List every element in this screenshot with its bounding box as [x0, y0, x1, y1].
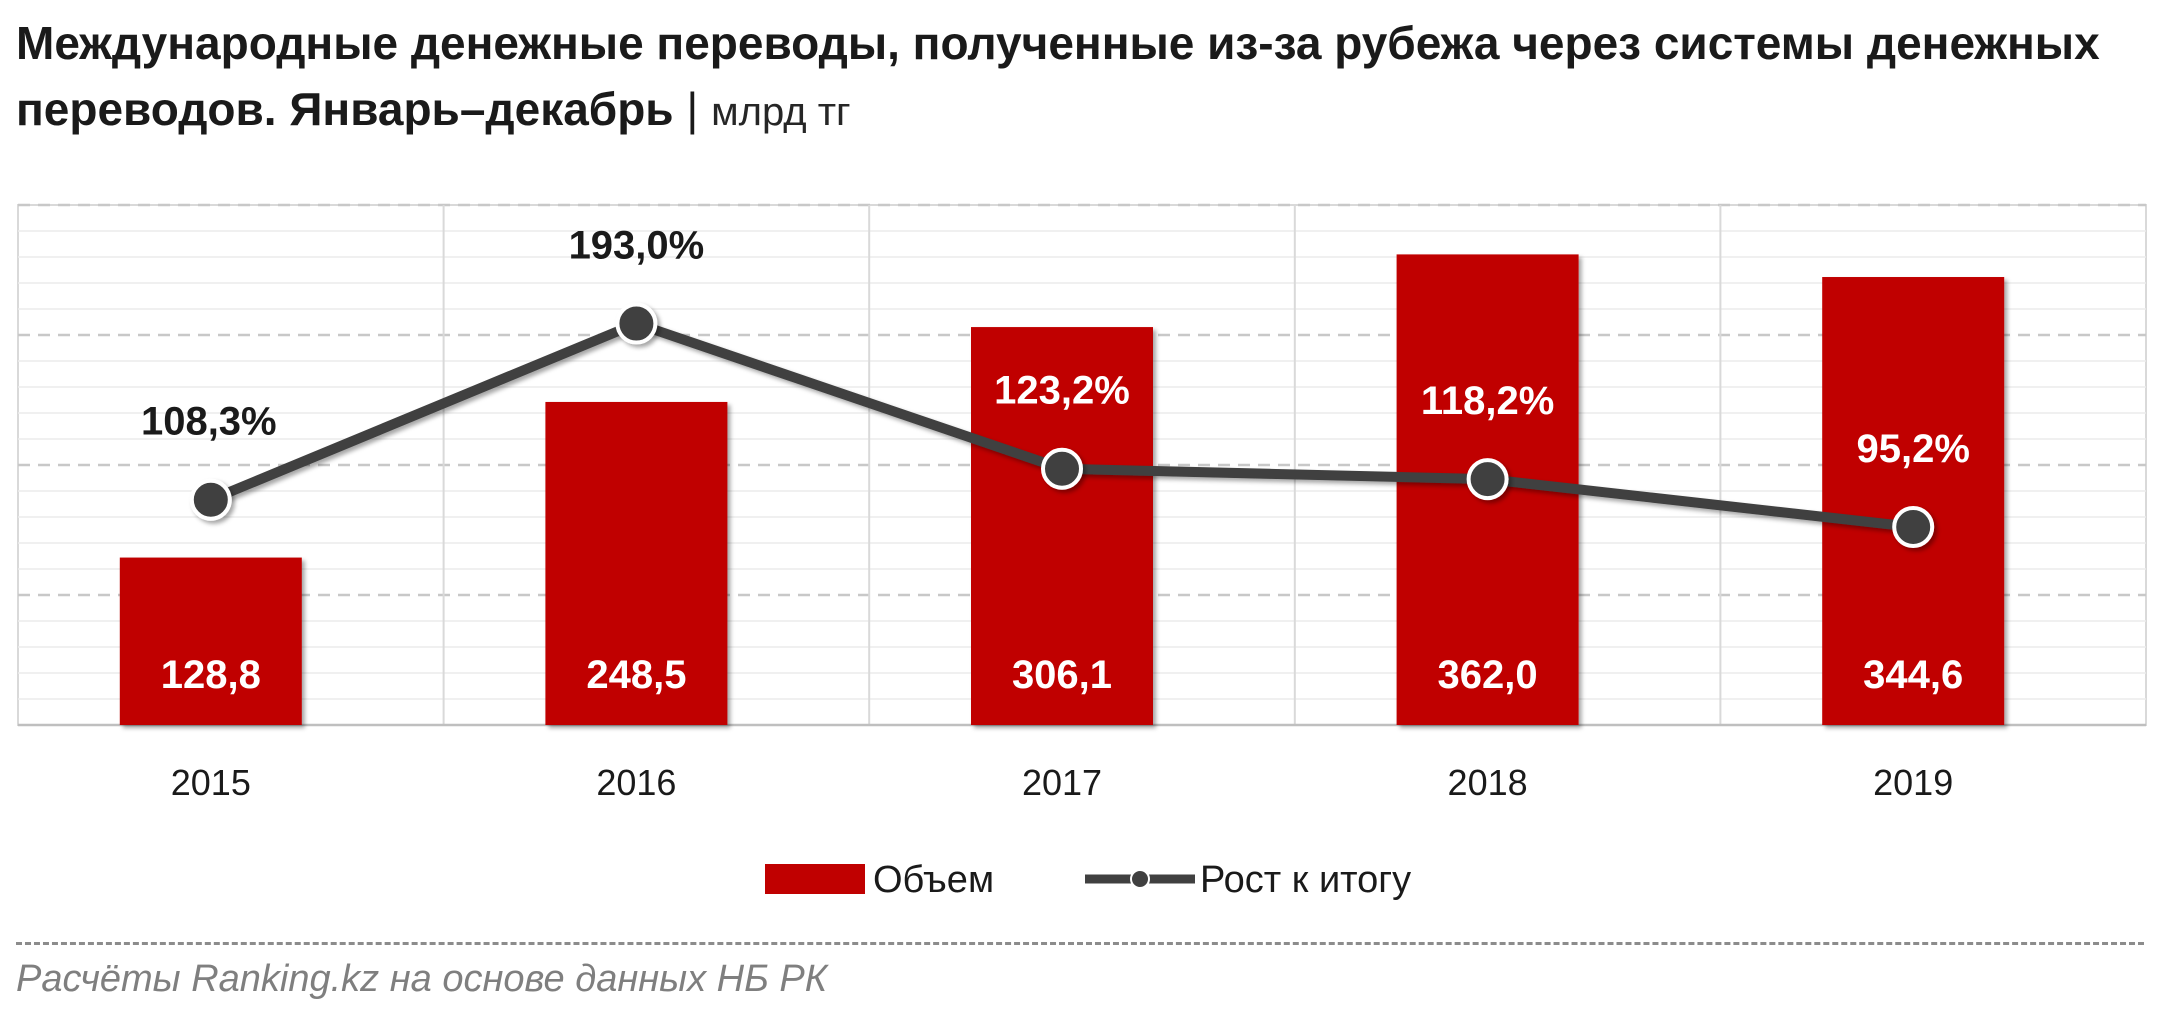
growth-point-2016: [615, 302, 658, 345]
growth-value-label: 108,3%: [141, 400, 277, 444]
legend-swatch-bar: [765, 864, 865, 894]
bar-value-label: 248,5: [586, 653, 686, 697]
x-tick-label: 2015: [171, 762, 251, 803]
growth-point-2018: [1466, 458, 1509, 501]
growth-line: [189, 302, 1935, 548]
legend-label-volume: Объем: [873, 859, 994, 901]
bar-value-label: 128,8: [161, 653, 261, 697]
bar-2016: [545, 401, 728, 725]
x-tick-label: 2017: [1022, 762, 1102, 803]
bar-2015: [119, 557, 302, 725]
bar-2017: [971, 327, 1153, 725]
chart-title-text: Международные денежные переводы, получен…: [16, 17, 2100, 135]
x-tick-label: 2016: [596, 762, 676, 803]
title-separator: |: [686, 83, 699, 135]
legend: Объем Рост к итогу: [765, 859, 1411, 901]
x-tick-label: 2019: [1873, 762, 1953, 803]
data-labels: 128,8 248,5 306,1 362,0 344,6 108,3% 193,0% 123…: [141, 224, 1970, 697]
legend-swatch-marker: [1130, 869, 1150, 889]
footer-divider: [16, 942, 2144, 945]
growth-value-label: 95,2%: [1856, 427, 1969, 471]
growth-point-2019: [1892, 505, 1935, 548]
x-tick-label: 2018: [1448, 762, 1528, 803]
bar-2019: [1822, 277, 2005, 725]
combo-chart: 128,8 248,5 306,1 362,0 344,6 108,3% 193,0% 123…: [17, 203, 2147, 901]
legend-label-growth: Рост к итогу: [1200, 859, 1411, 901]
growth-value-label: 118,2%: [1421, 379, 1554, 423]
chart-title: Международные денежные переводы, получен…: [16, 10, 2136, 145]
growth-point-2017: [1041, 447, 1083, 490]
bar-value-label: 344,6: [1863, 653, 1963, 697]
growth-point-2015: [189, 478, 232, 521]
source-note: Расчёты Ranking.kz на основе данных НБ Р…: [16, 958, 828, 1000]
growth-value-label: 193,0%: [569, 224, 705, 268]
bar-value-label: 362,0: [1438, 653, 1538, 697]
growth-value-label: 123,2%: [994, 369, 1130, 413]
chart-unit: млрд тг: [711, 90, 851, 134]
x-axis: 2015 2016 2017 2018 2019: [171, 762, 1953, 803]
bar-value-label: 306,1: [1012, 653, 1112, 697]
